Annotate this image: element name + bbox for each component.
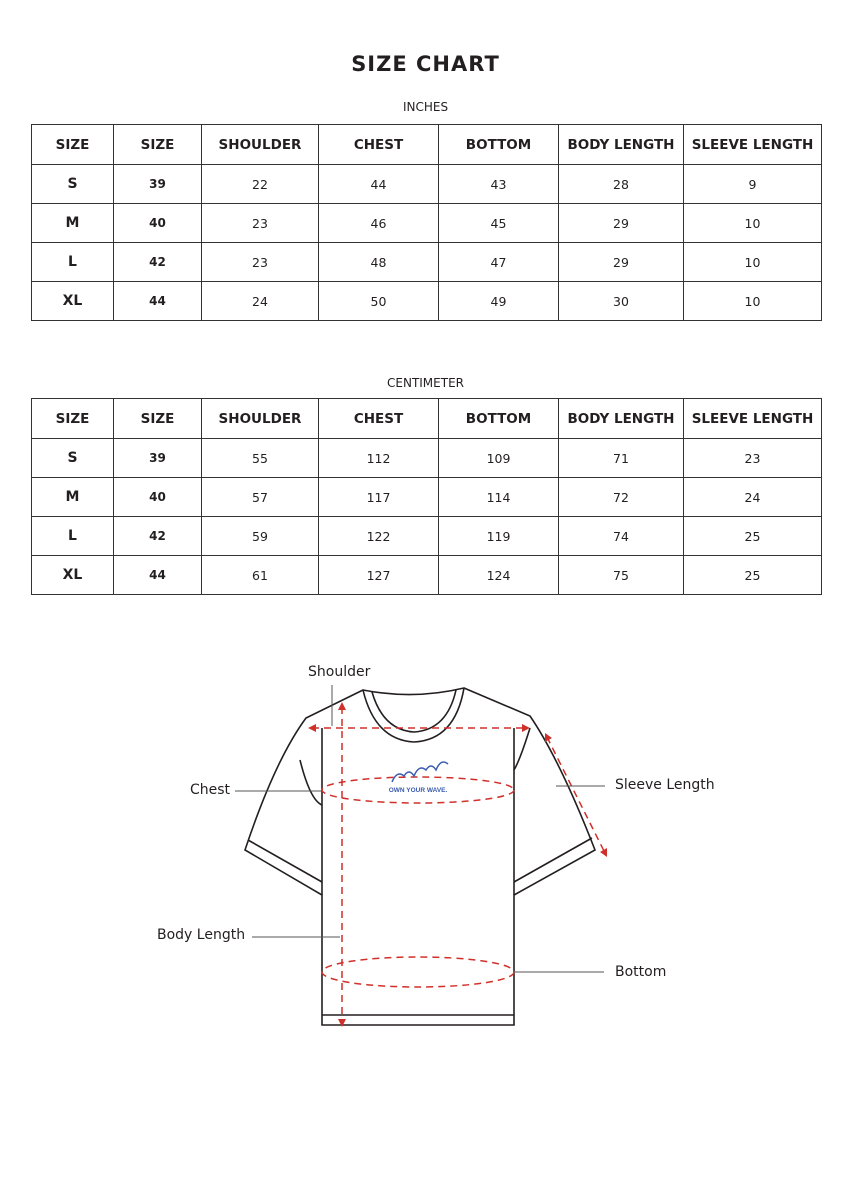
logo-text: OWN YOUR WAVE. xyxy=(389,787,448,794)
table-cell: 59 xyxy=(201,516,319,556)
column-header: CHEST xyxy=(318,124,439,165)
tshirt-outline xyxy=(244,687,596,1026)
table-cell: 23 xyxy=(201,242,319,282)
table-row: M 40 23 46 45 29 10 xyxy=(31,203,822,243)
table-cell: 23 xyxy=(201,203,319,243)
table-cell: 112 xyxy=(318,438,439,478)
table-cell: 24 xyxy=(201,281,319,321)
column-header: SIZE xyxy=(113,398,202,439)
table-cell: 25 xyxy=(683,555,822,595)
sleeve-length-label: Sleeve Length xyxy=(615,777,715,793)
column-header: BODY LENGTH xyxy=(558,398,684,439)
table-cell: 124 xyxy=(438,555,559,595)
table-cell: 9 xyxy=(683,164,822,204)
table-cell: S xyxy=(31,438,114,478)
table-cell: 40 xyxy=(113,203,202,243)
table-cell: 114 xyxy=(438,477,559,517)
table-cell: 50 xyxy=(318,281,439,321)
table-row: XL 44 24 50 49 30 10 xyxy=(31,281,822,321)
page-title: SIZE CHART xyxy=(351,52,500,76)
table-cell: 44 xyxy=(113,281,202,321)
table-cell: 55 xyxy=(201,438,319,478)
logo-graphic xyxy=(391,761,449,783)
table-cell: 49 xyxy=(438,281,559,321)
column-header: BOTTOM xyxy=(438,398,559,439)
table-cell: 48 xyxy=(318,242,439,282)
table-row: S 39 55 112 109 71 23 xyxy=(31,438,822,478)
leader-lines xyxy=(235,685,605,973)
table-cell: 75 xyxy=(558,555,684,595)
table-cell: 22 xyxy=(201,164,319,204)
table-cell: M xyxy=(31,477,114,517)
column-header: BODY LENGTH xyxy=(558,124,684,165)
column-header: SLEEVE LENGTH xyxy=(683,398,822,439)
table-row: L 42 23 48 47 29 10 xyxy=(31,242,822,282)
table-cell: 122 xyxy=(318,516,439,556)
table-cell: M xyxy=(31,203,114,243)
shoulder-label: Shoulder xyxy=(308,664,371,680)
table-cell: 28 xyxy=(558,164,684,204)
column-header: SHOULDER xyxy=(201,398,319,439)
column-header: BOTTOM xyxy=(438,124,559,165)
table-cell: 57 xyxy=(201,477,319,517)
table-cell: 10 xyxy=(683,242,822,282)
table-cell: 71 xyxy=(558,438,684,478)
header-row: SIZE SIZE SHOULDER CHEST BOTTOM BODY LENGTH SL… xyxy=(31,398,822,439)
table-cell: 46 xyxy=(318,203,439,243)
table-cell: 29 xyxy=(558,203,684,243)
column-header: CHEST xyxy=(318,398,439,439)
chest-label: Chest xyxy=(190,782,231,798)
table-row: M 40 57 117 114 72 24 xyxy=(31,477,822,517)
table-row: S 39 22 44 43 28 9 xyxy=(31,164,822,204)
centimeter-table: SIZE SIZE SHOULDER CHEST BOTTOM BODY LENGTH SL… xyxy=(31,398,822,595)
table-row: XL 44 61 127 124 75 25 xyxy=(31,555,822,595)
table-cell: 127 xyxy=(318,555,439,595)
table-cell: 30 xyxy=(558,281,684,321)
column-header: SLEEVE LENGTH xyxy=(683,124,822,165)
arrowheads xyxy=(308,702,607,1027)
table-cell: 10 xyxy=(683,203,822,243)
table-cell: XL xyxy=(31,555,114,595)
table-cell: 44 xyxy=(113,555,202,595)
sleeve-measure xyxy=(546,736,606,854)
table-cell: 74 xyxy=(558,516,684,556)
table-cell: 42 xyxy=(113,242,202,282)
body-length-label: Body Length xyxy=(157,927,246,943)
inches-table: SIZE SIZE SHOULDER CHEST BOTTOM BODY LENGTH SL… xyxy=(31,124,822,321)
table-cell: 29 xyxy=(558,242,684,282)
table-row: L 42 59 122 119 74 25 xyxy=(31,516,822,556)
bottom-label: Bottom xyxy=(615,964,667,980)
header-row: SIZE SIZE SHOULDER CHEST BOTTOM BODY LENGTH SL… xyxy=(31,124,822,165)
centimeter-label: CENTIMETER xyxy=(387,376,464,390)
table-cell: L xyxy=(31,242,114,282)
inches-label: INCHES xyxy=(402,100,449,114)
table-cell: 10 xyxy=(683,281,822,321)
chest-measure xyxy=(321,776,515,804)
table-cell: 117 xyxy=(318,477,439,517)
table-cell: 61 xyxy=(201,555,319,595)
